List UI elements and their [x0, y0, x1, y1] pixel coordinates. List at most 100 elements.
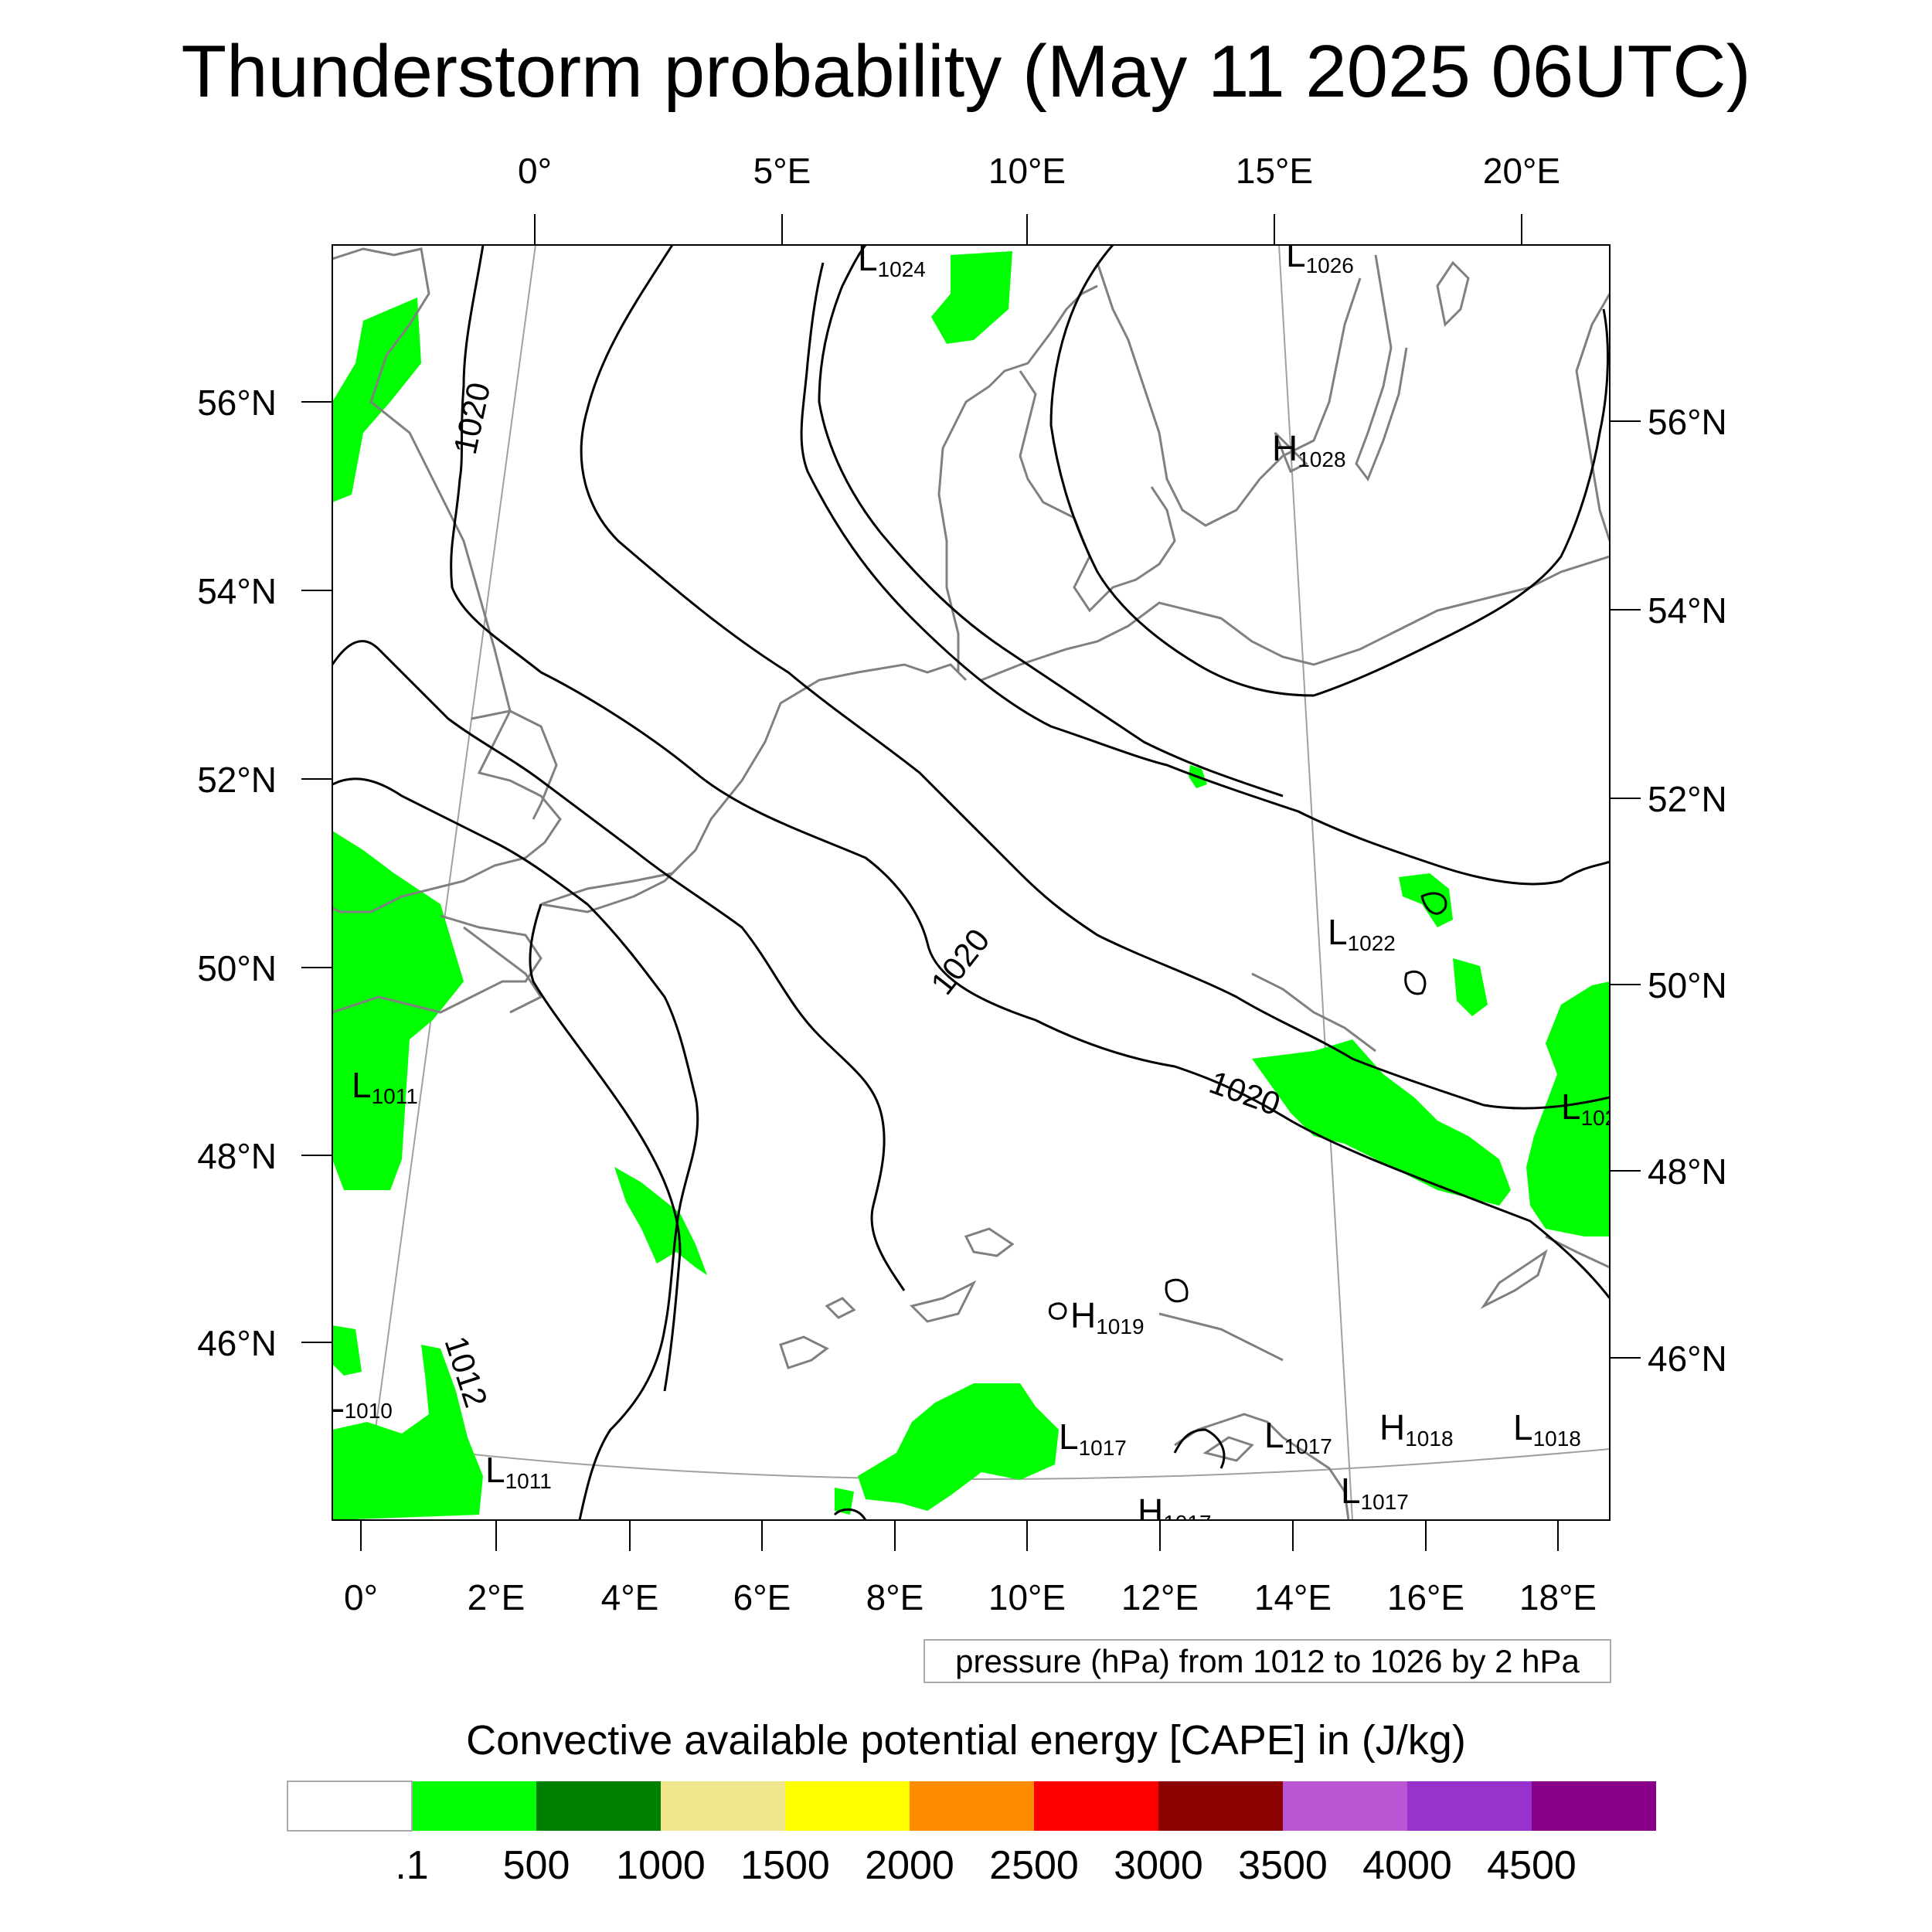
top-lon-label: 5°E: [753, 151, 811, 191]
coastlines: [332, 247, 1610, 1520]
coast-lake-geneva: [910, 1280, 977, 1323]
colorbar-tick-label: 3000: [1114, 1843, 1203, 1888]
pressure-center: L1022: [1328, 912, 1396, 955]
pressure-range-note: pressure (hPa) from 1012 to 1026 by 2 hP…: [923, 1639, 1611, 1683]
isobar-label: 1020: [447, 379, 497, 457]
cape-area-scotland: [332, 298, 421, 502]
colorbar-swatch: [1283, 1781, 1407, 1831]
pressure-centers: L1024 L1026 H1028 L1022 L1011 L102 H1019…: [325, 234, 1617, 1535]
colorbar-tick-label: 4000: [1362, 1843, 1452, 1888]
colorbar-tick-label: 2000: [865, 1843, 954, 1888]
meridian-15e: [1278, 245, 1353, 1520]
isobar-loop-alps: [1165, 1278, 1189, 1303]
meridian-0: [362, 245, 536, 1520]
cape-area-alps-small: [835, 1488, 854, 1515]
colorbar-tick-label: 500: [503, 1843, 570, 1888]
right-lat-label: 50°N: [1648, 965, 1727, 1005]
coast-lowcountries: [540, 663, 968, 906]
top-lon-label: 0°: [518, 151, 552, 191]
isobar-1024: [818, 245, 1284, 798]
coast-thames: [471, 709, 558, 820]
page-title: Thunderstorm probability (May 11 2025 06…: [181, 30, 1751, 113]
cape-area-west-small: [332, 1325, 362, 1376]
bottom-lon-label: 18°E: [1519, 1577, 1597, 1617]
pressure-center: L1011: [485, 1450, 552, 1493]
colorbar-tick-label: 1000: [616, 1843, 706, 1888]
cape-area-slovakia: [1526, 981, 1610, 1236]
coast-gotland: [1436, 260, 1470, 328]
colorbar-swatch: [661, 1781, 785, 1831]
bottom-lon-label: 2°E: [468, 1577, 526, 1617]
pressure-center: L1024: [858, 238, 926, 281]
bottom-lon-label: 6°E: [733, 1577, 791, 1617]
pressure-center: L1017: [1059, 1417, 1127, 1460]
coast-balaton: [1480, 1249, 1548, 1309]
coast-lake-small-2: [825, 1297, 856, 1319]
left-lat-label: 50°N: [197, 948, 277, 988]
coast-bornholm: [1274, 431, 1308, 474]
cape-area-southwest: [332, 1345, 483, 1520]
pressure-center: L1026: [1286, 234, 1354, 277]
cape-area-czech: [1453, 958, 1488, 1016]
border-italy-austria: [1158, 1312, 1284, 1362]
colorbar-swatch: [1034, 1781, 1158, 1831]
bottom-lon-labels: 0° 2°E 4°E 6°E 8°E 10°E 12°E 14°E 16°E 1…: [344, 1577, 1597, 1617]
pressure-center: L1017: [1264, 1415, 1332, 1458]
isobar-1016: [332, 640, 906, 1291]
top-lon-label: 10°E: [988, 151, 1066, 191]
isobar-1014: [332, 777, 699, 1520]
coast-denmark: [1019, 370, 1176, 613]
coast-istria: [1202, 1436, 1254, 1462]
isobar-1017-loop: [1173, 1428, 1226, 1469]
plot-frame: [332, 244, 1611, 1521]
border-france-belgium: [463, 926, 543, 1014]
bottom-lon-label: 10°E: [988, 1577, 1066, 1617]
bottom-lon-label: 14°E: [1254, 1577, 1332, 1617]
right-lat-label: 46°N: [1648, 1338, 1727, 1379]
colorbar-tick-label: .1: [395, 1843, 428, 1888]
left-lat-labels: 56°N 54°N 52°N 50°N 48°N 46°N: [197, 383, 277, 1363]
isobar-loop-alps-2: [1048, 1302, 1067, 1320]
coast-france-north: [332, 914, 543, 1014]
border-belgium: [540, 864, 682, 913]
pressure-center: L102: [1561, 1087, 1617, 1130]
pressure-center: L1018: [1513, 1407, 1581, 1451]
isobar-1026: [1049, 245, 1609, 697]
colorbar-swatch: [910, 1781, 1034, 1831]
coast-britain: [332, 247, 562, 913]
colorbar-swatch: [785, 1781, 910, 1831]
colorbar-tick-label: 3500: [1238, 1843, 1328, 1888]
isobar-loop-czech: [1404, 971, 1427, 995]
top-lon-labels: 0° 5°E 10°E 15°E 20°E: [518, 151, 1560, 191]
pressure-center: H1017: [1138, 1492, 1212, 1535]
right-ticks: [1610, 420, 1641, 1359]
right-lat-label: 56°N: [1648, 402, 1727, 442]
top-ticks: [534, 214, 1522, 245]
pressure-center: H1019: [1070, 1295, 1145, 1338]
top-lon-label: 20°E: [1483, 151, 1560, 191]
bottom-lon-label: 16°E: [1387, 1577, 1464, 1617]
colorbar-tick-label: 4500: [1487, 1843, 1577, 1888]
pressure-center: H1028: [1272, 428, 1346, 471]
colorbar-swatch: [412, 1781, 536, 1831]
bottom-lon-label: 4°E: [601, 1577, 659, 1617]
isobar-loop-south: [833, 1508, 867, 1520]
colorbar-tick-label: 2500: [989, 1843, 1079, 1888]
colorbar-swatch: [536, 1781, 661, 1831]
coast-lake-small-1: [779, 1335, 829, 1369]
bottom-lon-label: 0°: [344, 1577, 378, 1617]
colorbar-title: Convective available potential energy [C…: [466, 1717, 1466, 1764]
colorbar-swatch-outline: [287, 1781, 413, 1832]
coast-jutland-west: [937, 284, 1098, 672]
bottom-lon-label: 12°E: [1121, 1577, 1199, 1617]
coast-oland: [1355, 254, 1408, 482]
pressure-center: L1011: [352, 1065, 418, 1108]
pressure-center: L1010: [325, 1379, 393, 1423]
colorbar-swatch: [1407, 1781, 1532, 1831]
right-lat-label: 54°N: [1648, 590, 1727, 631]
border-czech: [1251, 972, 1376, 1053]
isobar-1013: [529, 903, 682, 1392]
coast-sweden: [1096, 262, 1362, 527]
isobar-1012: [450, 245, 1610, 1299]
